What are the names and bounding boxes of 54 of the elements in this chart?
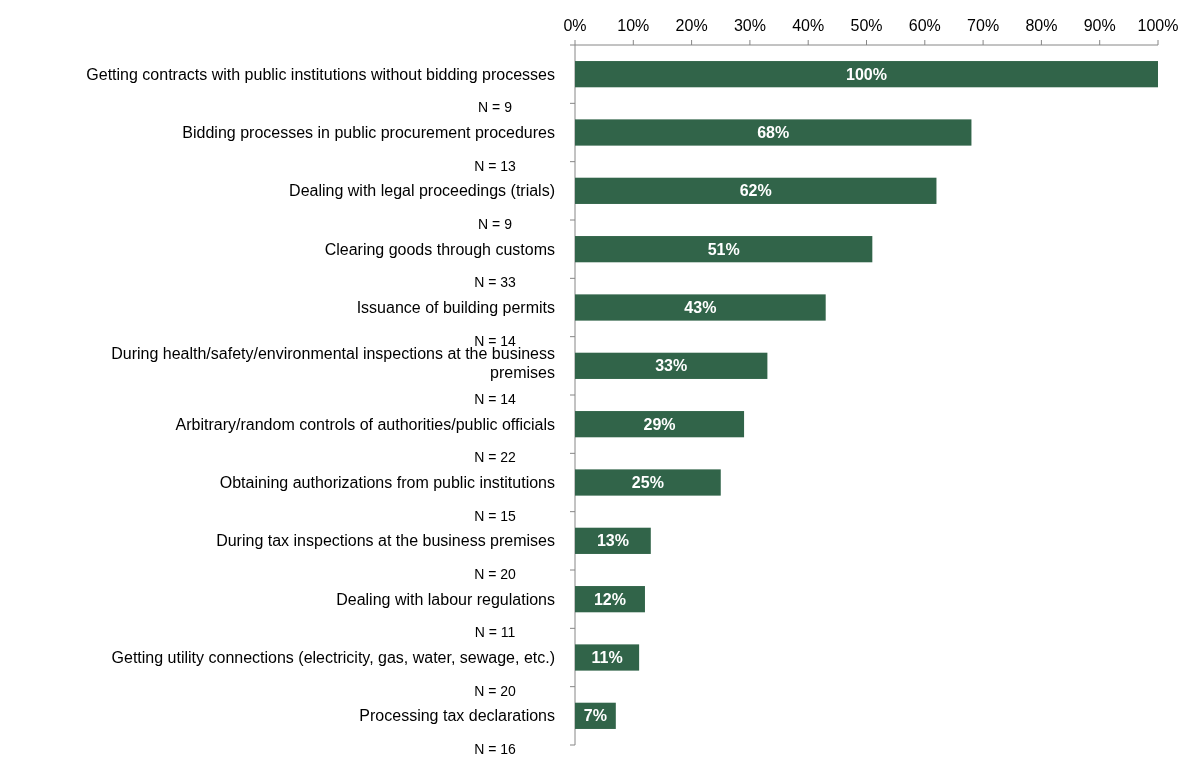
- data-label: 29%: [643, 415, 676, 433]
- text: N = 22: [474, 449, 517, 466]
- bar: [575, 236, 873, 263]
- data-label: 100%: [846, 65, 887, 83]
- data-label: 62%: [739, 182, 772, 200]
- x-tick-label: 90%: [1083, 17, 1116, 34]
- x-tick-label: 0%: [563, 17, 587, 34]
- text: N = 20: [474, 565, 517, 582]
- y-tick-label: Bidding processes in public procurement procedures: [182, 124, 555, 142]
- bar: [575, 294, 826, 321]
- x-tick-label: 30%: [733, 17, 766, 34]
- y-tick-label: Getting utility connections (electricity, gas, water, sewage, etc.): [111, 649, 555, 667]
- y-tick-label: Dealing with legal proceedings (trials): [289, 182, 555, 200]
- y-tick-label: During tax inspections at the business premises: [216, 532, 555, 550]
- x-tick-label: 10%: [617, 17, 650, 34]
- bar: [575, 411, 745, 438]
- x-tick-label: 80%: [1025, 17, 1058, 34]
- text: N = 9: [478, 99, 513, 116]
- y-tick-label: Dealing with labour regulations: [336, 590, 555, 608]
- x-tick-label: 20%: [675, 17, 708, 34]
- y-tick-label: Clearing goods through customs: [324, 240, 555, 258]
- y-tick-label: Arbitrary/random controls of authorities/public officials: [175, 415, 555, 433]
- text: N = 13: [474, 157, 517, 174]
- y-tick-label: During health/safety/environmental inspections at the business premises: [111, 345, 555, 381]
- x-tick-label: 100%: [1137, 17, 1179, 34]
- x-tick-label: 40%: [792, 17, 825, 34]
- data-label: 51%: [707, 240, 740, 258]
- x-tick-label: 50%: [850, 17, 883, 34]
- text: N = 16: [474, 740, 517, 757]
- bar: [575, 352, 768, 379]
- data-label: 12%: [593, 590, 626, 608]
- y-tick-label: Issuance of building permits: [356, 299, 555, 317]
- y-tick-label: Processing tax declarations: [359, 707, 555, 725]
- text: N = 33: [474, 274, 517, 291]
- text: N = 9: [478, 215, 513, 232]
- data-label: 33%: [655, 357, 688, 375]
- text: N = 11: [474, 624, 516, 641]
- data-label: 13%: [596, 532, 629, 550]
- y-tick-label: Obtaining authorizations from public institutions: [219, 474, 555, 492]
- text: N = 15: [474, 507, 517, 524]
- x-tick-label: 70%: [967, 17, 1000, 34]
- data-label: 11%: [591, 649, 623, 667]
- bar: [575, 469, 721, 496]
- data-label: 7%: [583, 707, 607, 725]
- bar: [575, 119, 972, 146]
- text: N = 20: [474, 682, 517, 699]
- bar: [575, 177, 937, 204]
- y-tick-label: Getting contracts with public institutions without bidding processes: [86, 65, 555, 83]
- x-tick-label: 60%: [908, 17, 941, 34]
- data-label: 25%: [631, 474, 664, 492]
- text: N = 14: [474, 390, 517, 407]
- data-label: 68%: [757, 124, 790, 142]
- data-label: 43%: [684, 299, 717, 317]
- bar: [575, 61, 1158, 88]
